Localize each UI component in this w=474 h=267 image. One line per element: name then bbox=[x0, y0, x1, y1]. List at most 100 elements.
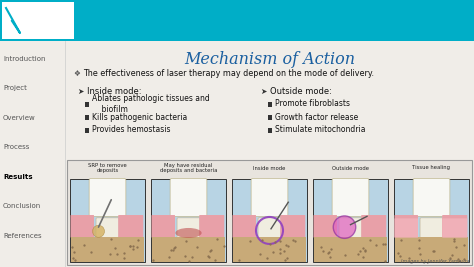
Point bbox=[206, 254, 213, 259]
Point bbox=[281, 258, 289, 262]
Text: The effectiveness of laser therapy may depend on the mode of delivery.: The effectiveness of laser therapy may d… bbox=[83, 69, 374, 77]
FancyBboxPatch shape bbox=[280, 215, 305, 238]
Bar bbox=[313, 179, 388, 262]
FancyBboxPatch shape bbox=[251, 179, 288, 216]
Bar bbox=[70, 179, 145, 262]
Point bbox=[359, 246, 367, 250]
Text: Ablates pathologic tissues and
    biofilm: Ablates pathologic tissues and biofilm bbox=[92, 94, 210, 114]
FancyBboxPatch shape bbox=[199, 215, 224, 238]
Point bbox=[326, 255, 334, 259]
Point bbox=[71, 250, 78, 255]
Point bbox=[276, 239, 284, 243]
Point bbox=[211, 258, 219, 262]
Point bbox=[289, 238, 297, 242]
Point bbox=[107, 237, 114, 241]
FancyBboxPatch shape bbox=[394, 215, 418, 238]
Ellipse shape bbox=[175, 228, 201, 238]
Point bbox=[87, 250, 95, 254]
Bar bbox=[394, 179, 469, 262]
FancyBboxPatch shape bbox=[442, 215, 467, 238]
Text: Process: Process bbox=[3, 144, 29, 150]
Point bbox=[266, 242, 274, 246]
Point bbox=[394, 251, 402, 256]
Bar bbox=[2, 2, 74, 39]
Point bbox=[71, 258, 79, 262]
Point bbox=[362, 249, 369, 253]
Point bbox=[171, 245, 178, 250]
Point bbox=[455, 258, 463, 263]
Point bbox=[397, 238, 405, 242]
Point bbox=[447, 256, 454, 260]
Bar bbox=[67, 160, 472, 265]
Point bbox=[169, 248, 176, 252]
FancyBboxPatch shape bbox=[89, 179, 126, 216]
Bar bbox=[85, 115, 90, 120]
Point bbox=[325, 249, 333, 254]
Point bbox=[120, 256, 128, 260]
Text: Kills pathogenic bacteria: Kills pathogenic bacteria bbox=[92, 112, 187, 121]
Text: Images by Jennifer Yamaura: Images by Jennifer Yamaura bbox=[401, 259, 470, 264]
Point bbox=[361, 248, 368, 252]
Point bbox=[367, 238, 374, 242]
Point bbox=[220, 244, 228, 248]
Point bbox=[396, 254, 403, 258]
FancyBboxPatch shape bbox=[177, 218, 200, 251]
Text: SRP to remove
deposits: SRP to remove deposits bbox=[88, 163, 127, 173]
Point bbox=[324, 250, 332, 255]
Point bbox=[382, 242, 389, 246]
Point bbox=[129, 244, 137, 248]
Bar bbox=[395, 237, 468, 262]
Text: Introduction: Introduction bbox=[3, 56, 46, 62]
Point bbox=[69, 256, 77, 260]
Point bbox=[111, 245, 119, 250]
Point bbox=[283, 242, 290, 247]
Point bbox=[68, 245, 76, 249]
FancyBboxPatch shape bbox=[442, 218, 467, 238]
Point bbox=[246, 239, 254, 243]
Text: Growth factor release: Growth factor release bbox=[275, 112, 358, 121]
Text: Conclusion: Conclusion bbox=[3, 203, 41, 209]
Point bbox=[284, 244, 292, 249]
Point bbox=[135, 237, 142, 242]
Text: Results: Results bbox=[3, 174, 33, 180]
Point bbox=[429, 249, 437, 253]
Point bbox=[256, 252, 264, 257]
Text: ➤: ➤ bbox=[77, 87, 83, 96]
Point bbox=[379, 242, 387, 246]
Point bbox=[271, 240, 278, 244]
FancyBboxPatch shape bbox=[152, 215, 175, 238]
Point bbox=[341, 253, 349, 257]
Point bbox=[416, 246, 423, 250]
Point bbox=[167, 248, 175, 252]
Point bbox=[171, 245, 178, 249]
FancyBboxPatch shape bbox=[313, 215, 337, 238]
Point bbox=[204, 254, 212, 258]
Text: Outside mode:: Outside mode: bbox=[270, 87, 332, 96]
Bar bbox=[85, 102, 90, 107]
Point bbox=[206, 249, 213, 253]
FancyBboxPatch shape bbox=[170, 179, 207, 216]
Text: Provides hemostasis: Provides hemostasis bbox=[92, 125, 171, 135]
Point bbox=[460, 243, 467, 247]
Point bbox=[269, 250, 277, 254]
Point bbox=[405, 256, 412, 260]
Point bbox=[129, 247, 137, 252]
Text: Outside mode: Outside mode bbox=[332, 166, 369, 171]
Point bbox=[430, 248, 438, 253]
Point bbox=[280, 249, 288, 253]
Point bbox=[318, 245, 325, 249]
Point bbox=[461, 257, 468, 261]
Text: ➤: ➤ bbox=[260, 87, 266, 96]
Text: Promote fibroblasts: Promote fibroblasts bbox=[275, 100, 350, 108]
Point bbox=[150, 258, 157, 262]
Text: References: References bbox=[3, 233, 42, 239]
Point bbox=[126, 244, 134, 249]
Point bbox=[189, 255, 196, 259]
Text: Tissue healing: Tissue healing bbox=[412, 166, 450, 171]
Point bbox=[181, 253, 188, 258]
Point bbox=[450, 237, 458, 242]
Point bbox=[453, 245, 460, 249]
Text: May have residual
deposits and bacteria: May have residual deposits and bacteria bbox=[160, 163, 217, 173]
FancyBboxPatch shape bbox=[118, 215, 143, 238]
Point bbox=[120, 250, 128, 255]
